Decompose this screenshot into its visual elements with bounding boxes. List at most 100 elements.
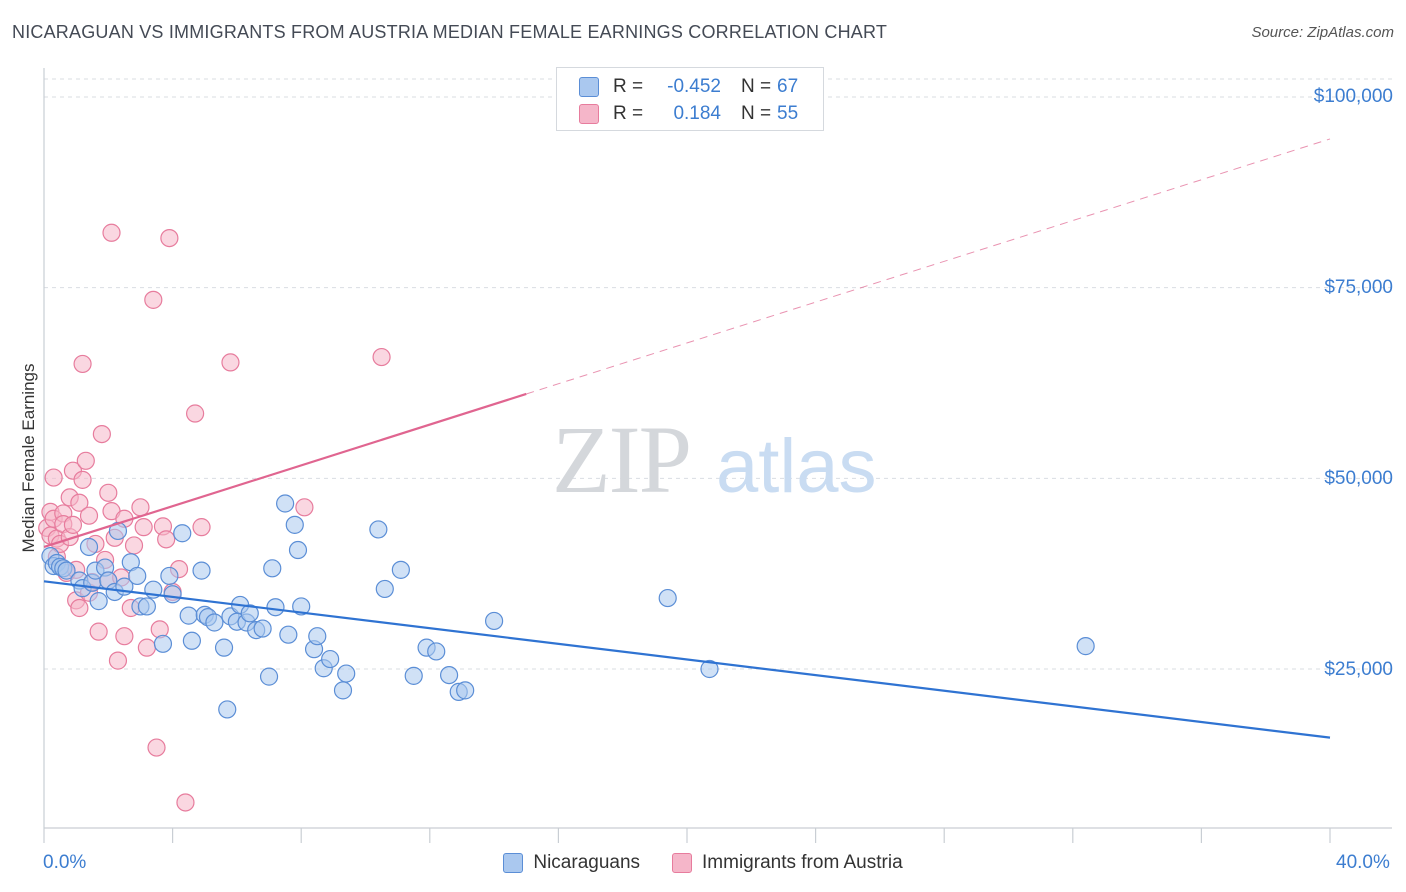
austria-trend-line [43, 392, 527, 549]
nicaraguan-point [321, 649, 340, 669]
austria-point [76, 451, 95, 470]
nicaraguan-point [218, 700, 237, 719]
legend-label-nicaraguans: Nicaraguans [533, 852, 641, 873]
austria-point [160, 228, 179, 248]
nicaraguan-point [276, 494, 295, 513]
nicaraguan-point [337, 664, 356, 683]
nicaraguan-point [153, 634, 173, 653]
chart-title: NICARAGUAN VS IMMIGRANTS FROM AUSTRIA ME… [12, 22, 888, 42]
austria-point [176, 793, 195, 812]
austria-point [108, 651, 128, 670]
nicaraguan-point [259, 667, 279, 686]
trend-lines [43, 138, 1331, 739]
y-axis-label: Median Female Earnings [19, 363, 38, 553]
legend-n-value: 67 [777, 76, 799, 97]
austria-point [73, 470, 92, 489]
austria-point [115, 627, 134, 646]
y-tick-label: $25,000 [1324, 659, 1393, 680]
austria-point [131, 498, 150, 517]
axes [43, 68, 1392, 843]
legend-item-nicaraguans: Nicaraguans [503, 852, 640, 874]
nicaraguan-point [89, 592, 108, 611]
nicaraguan-point [266, 598, 285, 617]
austria-trend-projection [526, 138, 1331, 395]
austria-point [92, 424, 111, 444]
nicaraguan-point [173, 524, 192, 543]
watermark-atlas: atlas [716, 424, 877, 509]
nicaraguan-point [1076, 637, 1095, 656]
nicaraguan-point [179, 606, 198, 625]
nicaraguan-point [137, 597, 156, 616]
austria-point [124, 536, 144, 555]
austria-points [38, 223, 391, 812]
nicaraguan-point [128, 566, 147, 586]
nicaraguan-point [279, 625, 298, 644]
nicaraguan-point [369, 520, 388, 539]
legend-n-value: 55 [777, 103, 799, 124]
nicaraguan-point [288, 540, 308, 560]
watermark: ZIP atlas [552, 406, 877, 513]
watermark-zip: ZIP [552, 406, 690, 513]
nicaraguan-point [160, 566, 179, 586]
source-label: Source: ZipAtlas.com [1251, 24, 1394, 41]
y-tick-label: $50,000 [1324, 468, 1393, 489]
nicaraguan-point [214, 638, 234, 657]
austria-point [79, 506, 99, 525]
x-tick-label-min: 0.0% [43, 852, 87, 873]
nicaraguan-trend-line [43, 580, 1331, 739]
nicaraguan-point [240, 604, 259, 623]
nicaraguan-point [658, 588, 677, 608]
nicaraguan-point [57, 561, 76, 580]
nicaraguan-point [333, 681, 353, 700]
correlation-legend: R = -0.452 N = 67 R = 0.184 N = 55 [556, 67, 824, 131]
austria-point [186, 404, 205, 423]
austria-point [372, 347, 391, 367]
legend-r-value: 0.184 [673, 103, 721, 124]
nicaraguan-point [263, 559, 282, 578]
austria-point [89, 622, 108, 641]
austria-point [221, 353, 240, 372]
austria-point [99, 483, 118, 502]
y-tick-label: $100,000 [1313, 86, 1393, 107]
nicaraguan-point [700, 659, 719, 679]
nicaraguan-point [163, 585, 182, 604]
nicaraguan-point [485, 611, 504, 631]
legend-n-label: N = [741, 76, 772, 97]
austria-point [295, 498, 314, 517]
gridlines [44, 78, 1392, 670]
nicaraguan-point [456, 681, 475, 700]
nicaraguan-point [404, 666, 423, 685]
nicaraguan-point [427, 642, 446, 661]
series-legend: Nicaraguans Immigrants from Austria [0, 852, 1406, 874]
legend-r-label: R = [613, 103, 644, 124]
legend-swatch-blue [503, 853, 524, 873]
x-tick-label-max: 40.0% [1336, 852, 1390, 873]
austria-point [157, 530, 176, 549]
austria-point [63, 515, 83, 534]
legend-item-austria: Immigrants from Austria [672, 852, 903, 874]
nicaraguan-point [391, 560, 410, 579]
legend-r-value: -0.452 [667, 76, 721, 97]
nicaraguan-point [182, 631, 201, 650]
legend-n-label: N = [741, 103, 772, 124]
austria-point [134, 518, 153, 537]
austria-point [70, 493, 89, 512]
austria-point [144, 290, 163, 309]
nicaraguan-point [192, 561, 211, 580]
legend-swatch-blue [579, 77, 599, 97]
y-tick-label: $75,000 [1324, 277, 1393, 298]
nicaraguan-point [292, 597, 311, 616]
austria-point [70, 598, 89, 618]
austria-point [102, 223, 121, 242]
legend-label-austria: Immigrants from Austria [702, 852, 903, 873]
nicaraguan-point [205, 613, 224, 632]
legend-row-austria: R = 0.184 N = 55 [579, 102, 798, 126]
nicaraguan-point [253, 619, 272, 638]
nicaraguan-point [79, 537, 99, 557]
nicaraguan-point [285, 515, 304, 534]
nicaraguan-points [41, 494, 1095, 719]
legend-row-nicaraguans: R = -0.452 N = 67 [579, 75, 798, 99]
nicaraguan-point [439, 666, 459, 685]
legend-swatch-pink [579, 104, 599, 124]
